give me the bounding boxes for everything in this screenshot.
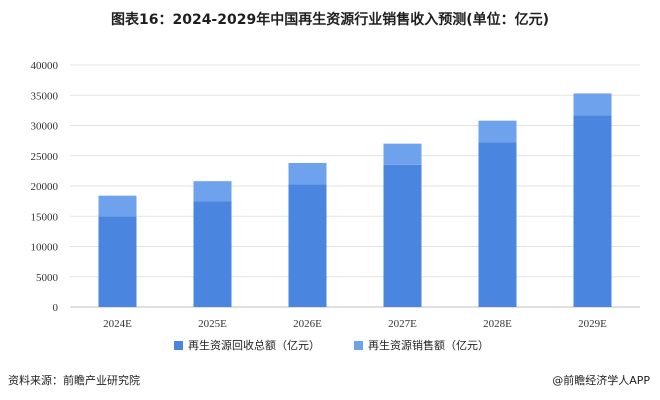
bar-sales bbox=[478, 120, 517, 143]
x-tick-label: 2028E bbox=[483, 318, 512, 330]
y-tick-label: 30000 bbox=[31, 121, 59, 133]
y-tick-label: 40000 bbox=[31, 60, 59, 72]
y-tick-label: 20000 bbox=[31, 181, 59, 193]
x-tick-label: 2024E bbox=[103, 318, 132, 330]
bars bbox=[98, 93, 612, 307]
bar-sales bbox=[98, 195, 137, 217]
bar-sales bbox=[383, 143, 422, 165]
gridlines bbox=[70, 64, 640, 308]
y-tick-label: 35000 bbox=[31, 90, 59, 102]
brand-credit: @前瞻经济学人APP bbox=[552, 374, 650, 387]
y-tick-label: 15000 bbox=[31, 211, 59, 223]
x-tick-label: 2029E bbox=[578, 318, 607, 330]
bar-sales bbox=[288, 163, 327, 185]
legend-swatch bbox=[354, 341, 363, 350]
x-axis: 2024E 2025E 2026E 2027E 2028E 2029E bbox=[103, 318, 607, 330]
bar-recycling-total bbox=[478, 142, 517, 307]
chart-title: 图表16：2024-2029年中国再生资源行业销售收入预测(单位：亿元) bbox=[110, 12, 550, 28]
y-tick-label: 0 bbox=[53, 302, 59, 314]
bar-recycling-total bbox=[98, 216, 137, 307]
y-tick-label: 25000 bbox=[31, 151, 59, 163]
legend-swatch bbox=[174, 341, 183, 350]
x-tick-label: 2025E bbox=[198, 318, 227, 330]
bar-recycling-total bbox=[573, 115, 612, 307]
x-tick-label: 2026E bbox=[293, 318, 322, 330]
y-axis: 0 5000 10000 15000 20000 25000 30000 35000 40000 bbox=[31, 60, 59, 314]
bar-sales bbox=[193, 181, 232, 202]
legend-label: 再生资源回收总额（亿元） bbox=[188, 338, 320, 352]
source-note: 资料来源：前瞻产业研究院 bbox=[8, 374, 140, 387]
bar-recycling-total bbox=[288, 184, 327, 307]
bar-sales bbox=[573, 93, 612, 116]
y-tick-label: 5000 bbox=[36, 272, 59, 284]
legend: 再生资源回收总额（亿元） 再生资源销售额（亿元） bbox=[174, 338, 489, 352]
x-tick-label: 2027E bbox=[388, 318, 417, 330]
bar-recycling-total bbox=[193, 201, 232, 307]
y-tick-label: 10000 bbox=[31, 242, 59, 254]
bar-recycling-total bbox=[383, 164, 422, 307]
legend-label: 再生资源销售额（亿元） bbox=[368, 338, 489, 352]
